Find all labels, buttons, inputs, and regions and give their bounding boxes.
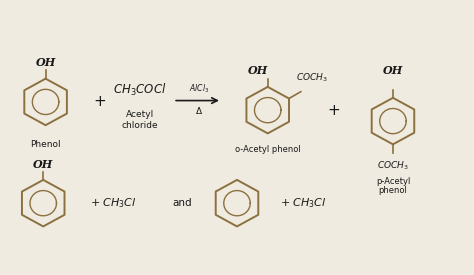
Text: OH: OH: [33, 159, 54, 170]
Text: Acetyl: Acetyl: [126, 110, 154, 119]
Text: $\Delta$: $\Delta$: [195, 105, 203, 116]
Text: OH: OH: [383, 65, 403, 76]
Text: $+\;\mathit{CH_3Cl}$: $+\;\mathit{CH_3Cl}$: [280, 196, 326, 210]
Text: $AlCl_3$: $AlCl_3$: [189, 82, 210, 95]
Text: and: and: [173, 198, 192, 208]
Text: OH: OH: [36, 57, 56, 68]
Text: $\mathit{COCH_3}$: $\mathit{COCH_3}$: [377, 159, 409, 172]
Text: +: +: [328, 103, 340, 118]
Text: $+\;\mathit{CH_3Cl}$: $+\;\mathit{CH_3Cl}$: [91, 196, 137, 210]
Text: p-Acetyl: p-Acetyl: [376, 177, 410, 186]
Text: +: +: [93, 94, 106, 109]
Text: Phenol: Phenol: [30, 140, 61, 149]
Text: $\mathit{COCH_3}$: $\mathit{COCH_3}$: [296, 72, 328, 84]
Text: chloride: chloride: [122, 121, 158, 130]
Text: $\mathit{CH_3COCl}$: $\mathit{CH_3COCl}$: [113, 82, 167, 98]
Text: phenol: phenol: [379, 186, 407, 195]
Text: o-Acetyl phenol: o-Acetyl phenol: [235, 145, 301, 154]
Text: OH: OH: [248, 65, 268, 76]
